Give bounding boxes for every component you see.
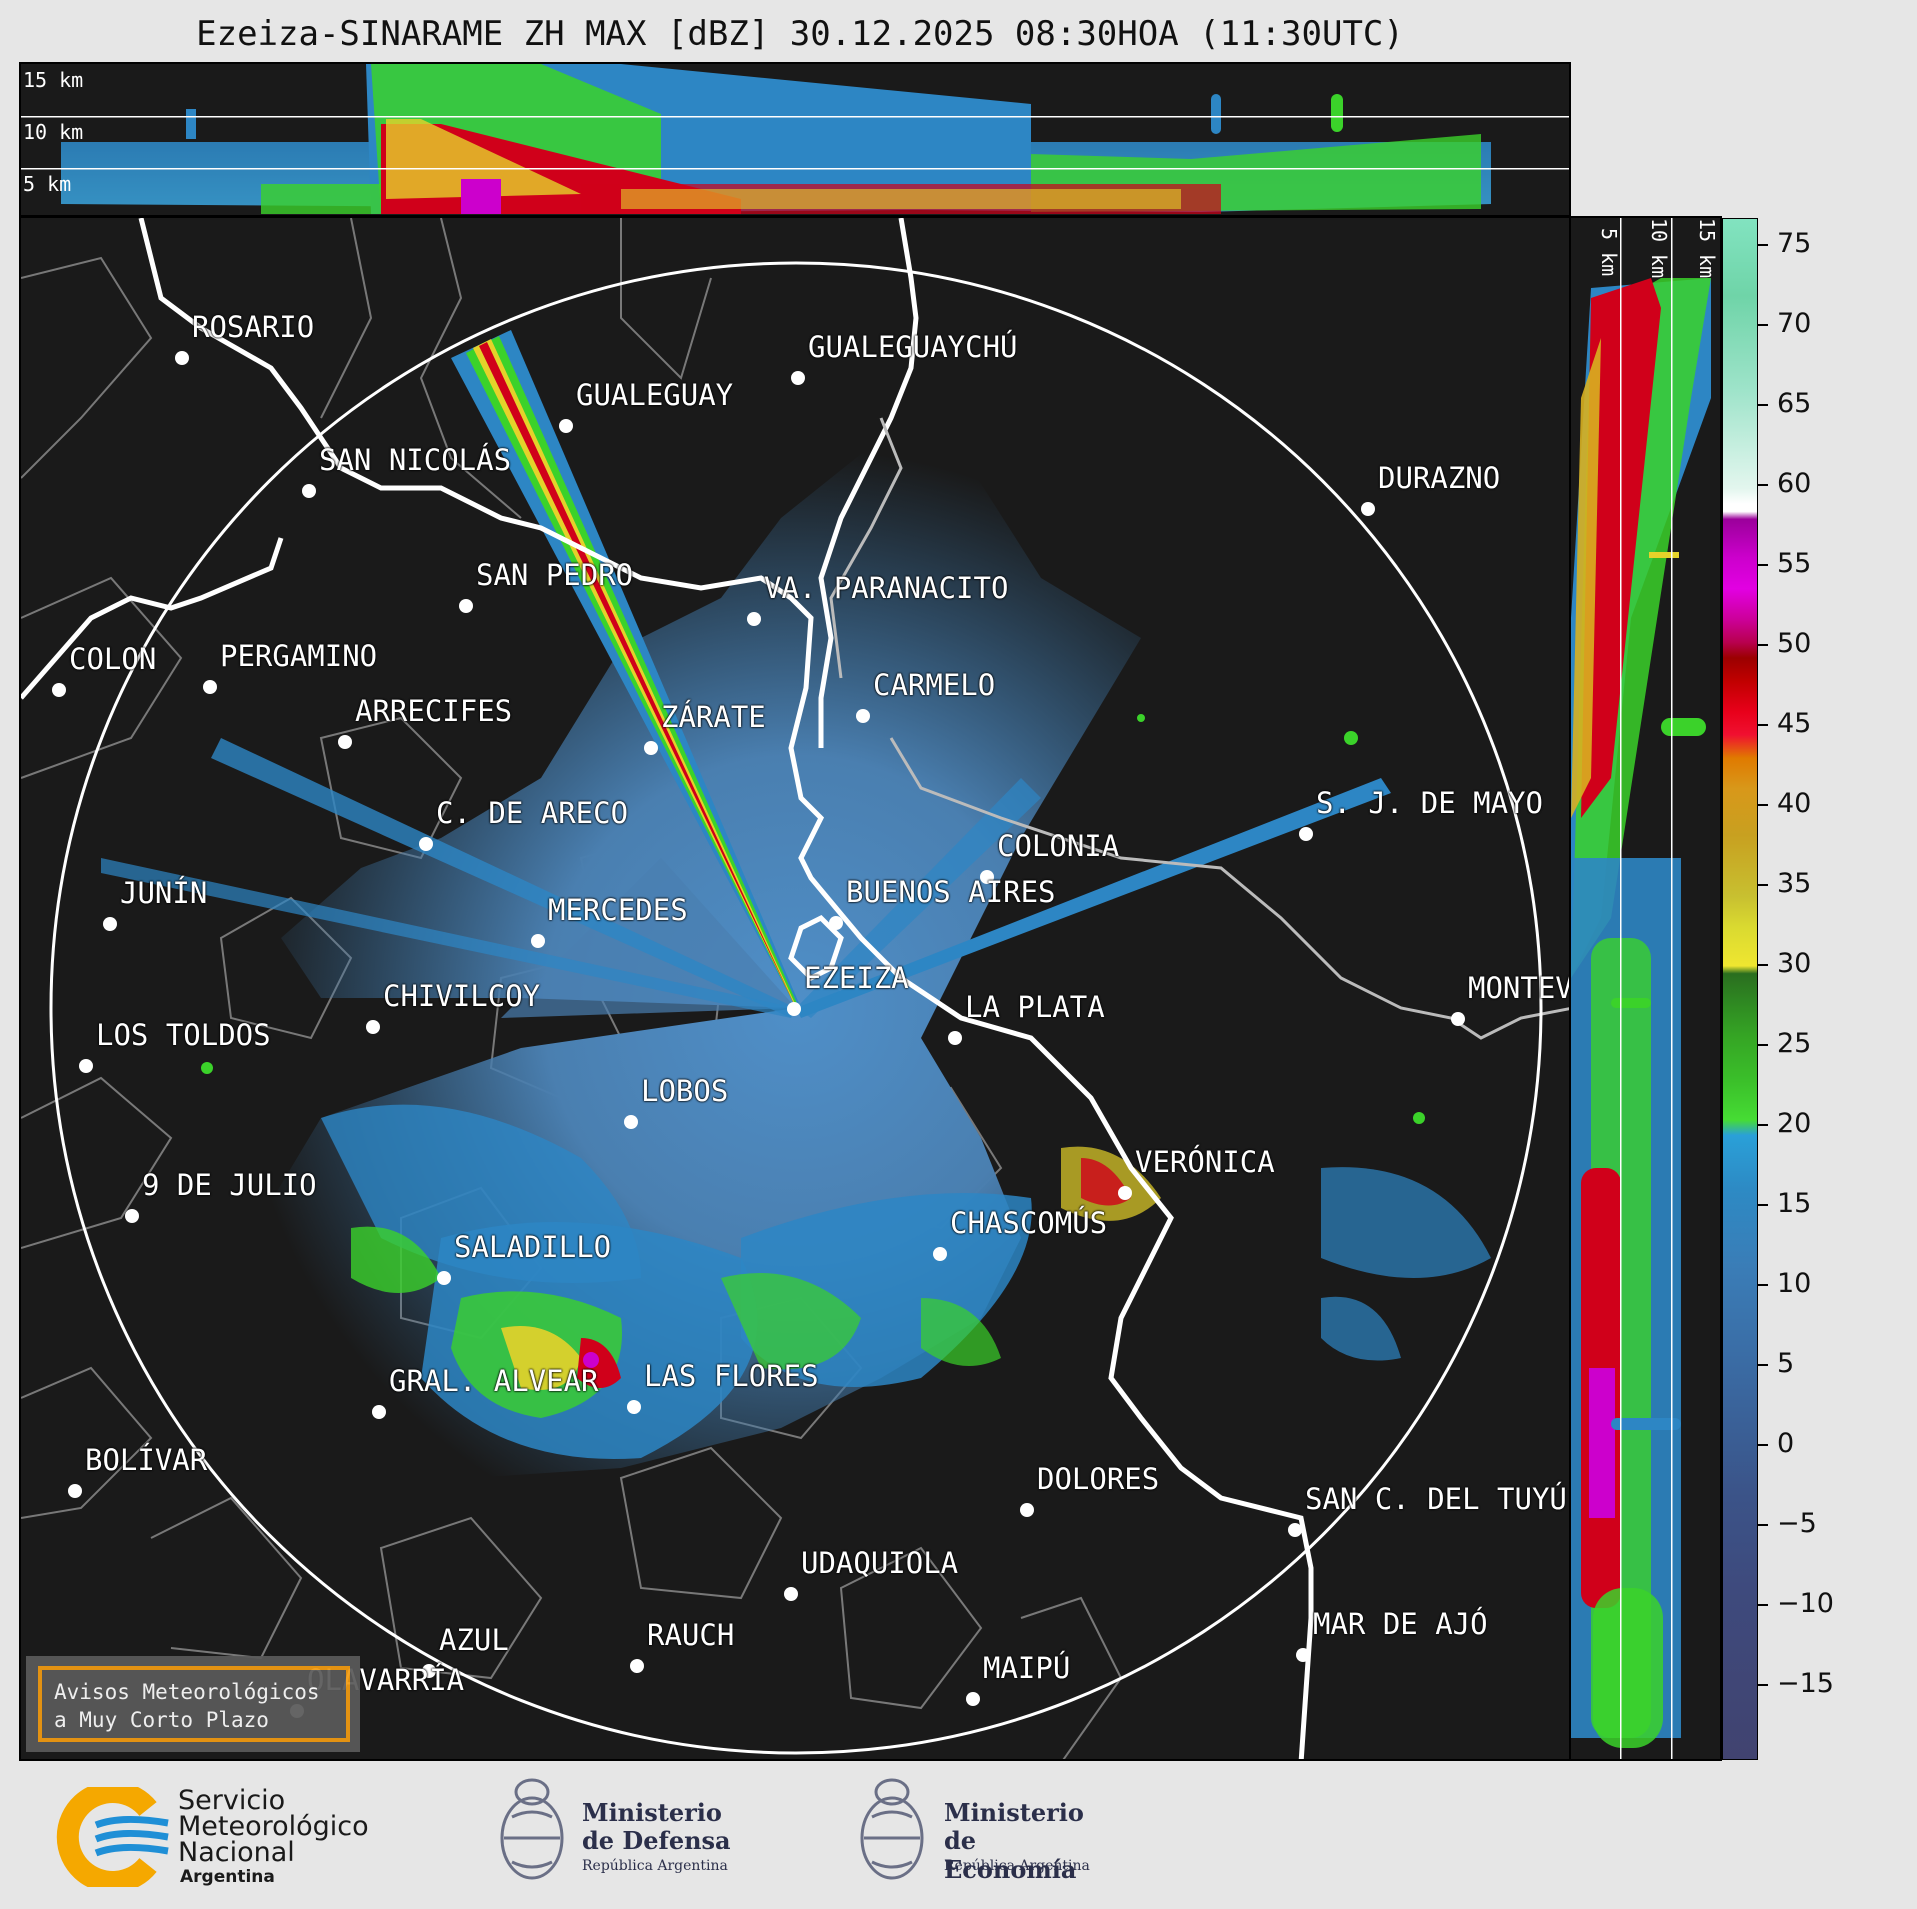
colorbar-tick-45: 45: [1777, 708, 1812, 739]
side-height-label-10km: 10 km: [1647, 218, 1671, 279]
colorbar-tick-50: 50: [1777, 628, 1812, 659]
colorbar-tick-10: 10: [1777, 1268, 1812, 1299]
colorbar-tick-0: 0: [1777, 1428, 1795, 1459]
economia-logo: Ministerio de Economía República Argenti…: [854, 1772, 1114, 1897]
colorbar-tick-40: 40: [1777, 788, 1812, 819]
avisos-border: [38, 1666, 350, 1742]
colorbar-tick-minus5: −5: [1777, 1508, 1817, 1539]
radar-range-ring: [49, 261, 1543, 1755]
colorbar-tick-minus10: −10: [1777, 1588, 1834, 1619]
radar-map-panel: ROSARIO GUALEGUAYCHÚ GUALEGUAY SAN NICOL…: [19, 216, 1571, 1761]
colorbar-tick-60: 60: [1777, 468, 1812, 499]
smn-logo-icon: [56, 1781, 169, 1893]
economia-line3: República Argentina: [944, 1858, 1090, 1874]
defensa-line1: Ministerio: [582, 1798, 722, 1827]
defensa-shield-icon: [500, 1778, 564, 1880]
height-label-10km: 10 km: [23, 120, 84, 144]
top-height-profile-panel: 15 km 10 km 5 km: [19, 62, 1571, 217]
colorbar-tick-20: 20: [1777, 1108, 1812, 1139]
economia-line2: de Economía: [944, 1826, 1077, 1884]
coastline-and-borders: [21, 218, 1314, 1759]
economia-shield-icon: [860, 1778, 924, 1880]
radar-echoes: [101, 330, 1491, 1478]
height-label-5km: 5 km: [23, 172, 72, 196]
map-title: Ezeiza-SINARAME ZH MAX [dBZ] 30.12.2025 …: [196, 14, 1404, 54]
colorbar-tick-70: 70: [1777, 308, 1812, 339]
colorbar-tick-15: 15: [1777, 1188, 1812, 1219]
side-height-label-5km: 5 km: [1597, 228, 1621, 277]
side-profile-echoes: [1571, 218, 1711, 1759]
side-height-label-15km: 15 km: [1695, 218, 1719, 279]
smn-line3: Nacional: [178, 1837, 295, 1868]
colorbar-tick-75: 75: [1777, 228, 1812, 259]
height-label-15km: 15 km: [23, 68, 84, 92]
uruguay-coast: [829, 417, 1569, 1040]
colorbar-tick-35: 35: [1777, 868, 1812, 899]
defensa-line2: de Defensa: [582, 1826, 731, 1855]
avisos-link-box[interactable]: Avisos Meteorológicos a Muy Corto Plazo: [26, 1656, 360, 1752]
smn-line1: Servicio: [178, 1785, 286, 1816]
avisos-line2: a Muy Corto Plazo: [54, 1708, 269, 1732]
dbz-colorbar: [1722, 218, 1758, 1760]
colorbar-tick-5: 5: [1777, 1348, 1795, 1379]
colorbar-tick-minus15: −15: [1777, 1668, 1834, 1699]
defensa-line3: República Argentina: [582, 1858, 728, 1874]
smn-line2: Meteorológico: [178, 1811, 369, 1842]
smn-line4: Argentina: [180, 1867, 275, 1887]
smn-logo: Servicio Meteorológico Nacional Argentin…: [56, 1781, 396, 1893]
economia-line1: Ministerio: [944, 1798, 1084, 1827]
avisos-line1: Avisos Meteorológicos: [54, 1680, 320, 1704]
colorbar-tick-55: 55: [1777, 548, 1812, 579]
colorbar-tick-30: 30: [1777, 948, 1812, 979]
colorbar-tick-65: 65: [1777, 388, 1812, 419]
defensa-logo: Ministerio de Defensa República Argentin…: [494, 1772, 754, 1897]
top-profile-echoes: [21, 64, 1569, 214]
radar-map-graphic: [21, 218, 1569, 1759]
colorbar-tick-25: 25: [1777, 1028, 1812, 1059]
side-height-profile-panel: 5 km 10 km 15 km: [1569, 216, 1722, 1761]
